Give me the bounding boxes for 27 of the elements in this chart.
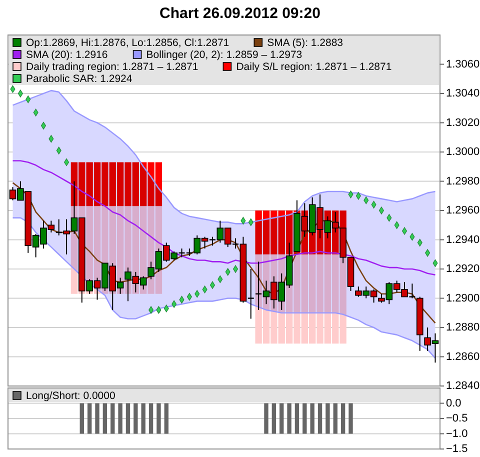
y-tick-label: 1.2960: [446, 204, 480, 216]
y-tick-label: 1.3060: [446, 58, 480, 70]
y-tick-label: 1.3020: [446, 116, 480, 129]
y-tick-label: −0.5: [446, 412, 468, 424]
legend-label: Long/Short: 0.0000: [26, 390, 116, 402]
y-tick-label: 1.3040: [446, 88, 480, 100]
y-tick-label: 1.2860: [446, 350, 480, 363]
y-tick-label: 1.2940: [446, 234, 480, 246]
chart-title: Chart 26.09.2012 09:20: [160, 5, 320, 22]
y-tick-label: −1.5: [446, 443, 468, 455]
y-tick-label: 1.2840: [446, 380, 480, 392]
y-tick-label: 1.2920: [446, 263, 480, 275]
y-tick-label: 1.2980: [446, 175, 480, 188]
y-tick-label: 1.2880: [446, 322, 480, 334]
y-tick-label: 1.2900: [446, 292, 480, 304]
legend-label: SMA (20): 1.2916: [26, 49, 108, 61]
legend-label: Daily S/L region: 1.2871 – 1.2871: [236, 61, 392, 73]
legend-label: Parabolic SAR: 1.2924: [26, 73, 132, 85]
line-series: [12, 160, 436, 276]
legend-label: Daily trading region: 1.2871 – 1.2871: [26, 61, 198, 73]
y-tick-label: −1.0: [446, 428, 468, 440]
legend-label: Bollinger (20, 2): 1.2859 – 1.2973: [146, 49, 302, 61]
y-tick-label: 0.0: [446, 397, 462, 410]
legend-label: SMA (5): 1.2883: [267, 37, 344, 49]
legend-label: Op:1.2869, Hi:1.2876, Lo:1.2856, Cl:1.2871: [26, 37, 230, 49]
line-series: [12, 217, 436, 359]
y-tick-label: 1.3000: [446, 146, 480, 158]
